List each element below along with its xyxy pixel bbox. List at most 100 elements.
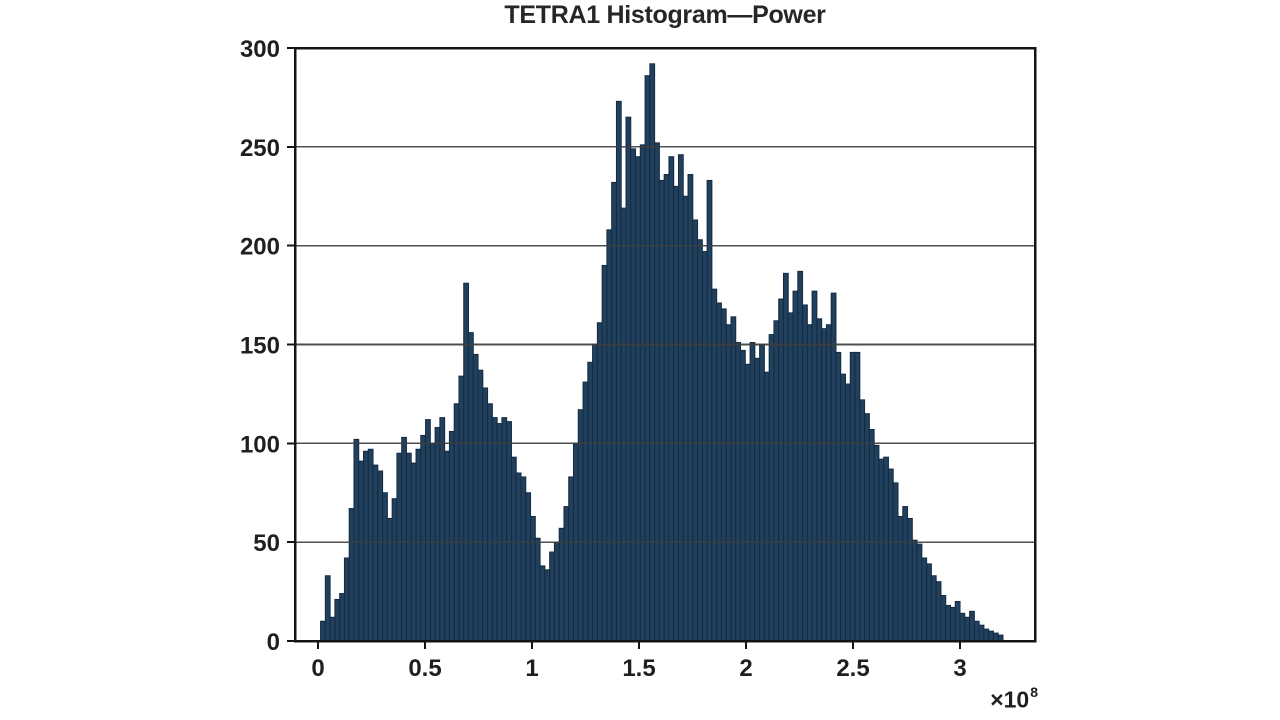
histogram-bar: [711, 288, 718, 642]
histogram-bar: [816, 318, 823, 642]
histogram-bar: [873, 444, 880, 642]
histogram-bar: [825, 324, 832, 642]
histogram-bar: [854, 351, 861, 642]
histogram-bar: [577, 409, 584, 642]
histogram-bar: [911, 539, 918, 642]
histogram-bar: [835, 351, 842, 642]
histogram-bar: [510, 456, 517, 642]
histogram-bar: [348, 508, 355, 642]
histogram-bar: [563, 506, 570, 642]
histogram-bar: [520, 476, 527, 642]
histogram-bar: [959, 612, 966, 642]
y-tick-label: 250: [240, 135, 280, 162]
histogram-bar: [701, 251, 708, 642]
histogram-bar: [744, 363, 751, 642]
histogram-bar: [630, 148, 637, 642]
histogram-bar: [592, 344, 598, 642]
histogram-bar: [439, 417, 446, 642]
histogram-bar: [773, 320, 780, 642]
histogram-bar: [983, 628, 990, 642]
histogram-bar: [458, 375, 465, 642]
histogram-bar: [596, 322, 603, 642]
histogram-bar: [840, 373, 847, 642]
histogram-bar: [620, 207, 627, 642]
histogram-bar: [792, 290, 799, 642]
histogram-bar: [501, 417, 508, 642]
histogram-bar: [382, 492, 388, 642]
histogram-bar: [391, 498, 398, 642]
histogram-bar: [973, 620, 980, 642]
histogram-bar: [410, 462, 417, 642]
histogram-bar: [926, 563, 932, 642]
histogram-bar: [916, 543, 923, 642]
histogram-bar: [735, 342, 742, 642]
histogram-bar: [582, 381, 589, 642]
histogram-bar: [945, 604, 951, 642]
histogram-bar: [420, 434, 427, 642]
histogram-bar: [930, 575, 937, 642]
histogram-bar: [635, 156, 641, 642]
histogram-bar: [687, 174, 694, 642]
histogram-bar: [372, 464, 379, 642]
histogram-bar: [759, 344, 765, 642]
x-tick-label: 2.5: [836, 655, 869, 682]
x-tick-label: 3: [953, 655, 966, 682]
histogram-bar: [568, 476, 574, 642]
histogram-bar: [921, 557, 928, 642]
histogram-bar: [697, 239, 703, 642]
histogram-bar: [386, 517, 393, 642]
histogram-bar: [706, 179, 713, 642]
histogram-bar: [682, 195, 689, 642]
histogram-bar: [363, 450, 369, 642]
x-tick-label: 1.5: [622, 655, 655, 682]
histogram-bar: [358, 460, 365, 642]
histogram-bar: [343, 557, 350, 642]
histogram-bar: [940, 595, 947, 642]
histogram-bar: [720, 308, 727, 642]
histogram-bar: [859, 399, 866, 642]
histogram-bar: [468, 332, 474, 642]
histogram-bar: [477, 369, 484, 642]
histogram-bar: [897, 515, 904, 642]
histogram-bar: [644, 75, 651, 642]
histogram-bar: [907, 517, 913, 642]
histogram-bar: [506, 421, 512, 642]
histogram-bar: [615, 100, 622, 642]
x-tick-label: 2: [739, 655, 752, 682]
histogram-bar: [749, 342, 756, 642]
histogram-bar: [663, 174, 670, 642]
histogram-bar: [802, 304, 808, 642]
histogram-bar: [649, 63, 656, 642]
histogram-bar: [425, 419, 431, 642]
histogram-bar: [472, 353, 479, 642]
histogram-bar: [668, 156, 675, 642]
histogram-bar: [950, 606, 956, 642]
histogram-bar: [740, 349, 746, 642]
histogram-bar: [396, 452, 403, 642]
y-tick-label: 100: [240, 431, 280, 458]
histogram-bar: [988, 630, 994, 642]
histogram-bar: [763, 371, 770, 642]
histogram-bar: [768, 334, 775, 642]
histogram-bar: [692, 219, 699, 642]
histogram-bar: [954, 600, 961, 642]
histogram-bar: [606, 229, 613, 642]
multiplier-exponent: 8: [1030, 684, 1038, 700]
x-tick-label: 0.5: [408, 655, 441, 682]
histogram-bar: [444, 450, 450, 642]
histogram-bar: [625, 116, 632, 642]
histogram-bar: [487, 403, 493, 642]
histogram-bar: [539, 565, 546, 642]
histogram-bar: [673, 185, 679, 642]
histogram-bar: [821, 328, 827, 642]
histogram-bar: [730, 316, 737, 642]
chart-title: TETRA1 Histogram—Power: [504, 1, 826, 29]
histogram-bar: [377, 470, 384, 642]
histogram-bar: [405, 452, 412, 642]
histogram-bar: [415, 448, 422, 642]
histogram-bar: [320, 620, 326, 642]
multiplier-base: ×10: [990, 686, 1030, 713]
histogram-bar: [482, 387, 489, 642]
